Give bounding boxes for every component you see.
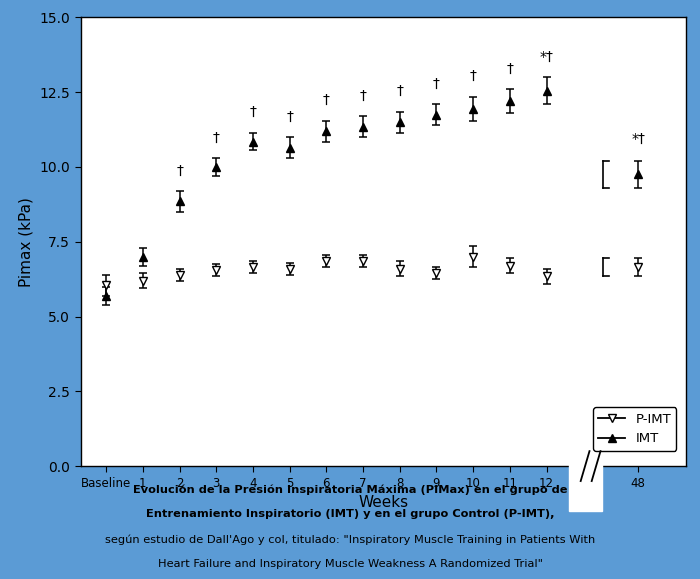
Text: †: † <box>360 89 367 102</box>
Text: Heart Failure and Inspiratory Muscle Weakness A Randomized Trial": Heart Failure and Inspiratory Muscle Wea… <box>158 559 542 569</box>
Text: Evolución de la Presión Inspiratoria Máxima (PIMax) en el grupo de: Evolución de la Presión Inspiratoria Máx… <box>133 485 567 495</box>
Text: †: † <box>249 105 256 119</box>
Text: †: † <box>396 84 403 98</box>
Text: †: † <box>323 93 330 107</box>
Text: †: † <box>213 130 220 145</box>
Text: *†: *† <box>540 50 554 64</box>
Text: †: † <box>433 76 440 91</box>
Text: †: † <box>176 163 183 177</box>
Y-axis label: Pimax (kPa): Pimax (kPa) <box>19 197 34 287</box>
Text: †: † <box>286 109 293 123</box>
Bar <box>568 451 601 511</box>
Text: †: † <box>506 62 513 76</box>
Legend: P-IMT, IMT: P-IMT, IMT <box>593 408 676 450</box>
Text: †: † <box>470 69 477 83</box>
Text: según estudio de Dall'Ago y col, titulado: "Inspiratory Muscle Training in Patie: según estudio de Dall'Ago y col, titulad… <box>105 534 595 544</box>
Text: *†: *† <box>631 132 645 146</box>
X-axis label: Weeks: Weeks <box>358 495 408 510</box>
Text: Entrenamiento Inspiratorio (IMT) y en el grupo Control (P-IMT),: Entrenamiento Inspiratorio (IMT) y en el… <box>146 510 554 519</box>
